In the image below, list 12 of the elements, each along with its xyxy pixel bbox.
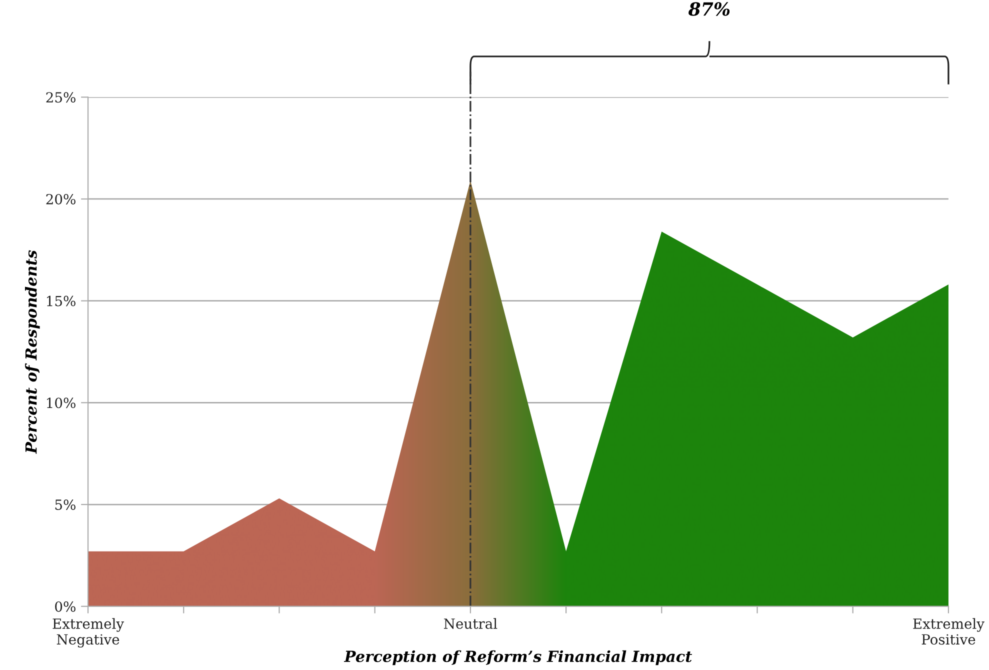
y-tick-label: 15%	[47, 296, 76, 306]
x-axis-title: Perception of Reform’s Financial Impact	[344, 650, 692, 666]
y-tick-label: 5%	[55, 499, 76, 510]
y-tick-label: 25%	[46, 92, 76, 103]
y-tick-label: 20%	[46, 194, 76, 204]
text: 87%	[688, 2, 730, 16]
y-tick-label: 10%	[47, 398, 76, 408]
x-tick-label: Extremely Negative	[52, 618, 124, 648]
y-axis-title: Percent of Respondents	[25, 250, 40, 454]
y-tick-label: 0%	[55, 601, 76, 612]
x-tick-label: Extremely Positive	[913, 618, 984, 645]
x-tick-label: Neutral	[444, 618, 498, 629]
